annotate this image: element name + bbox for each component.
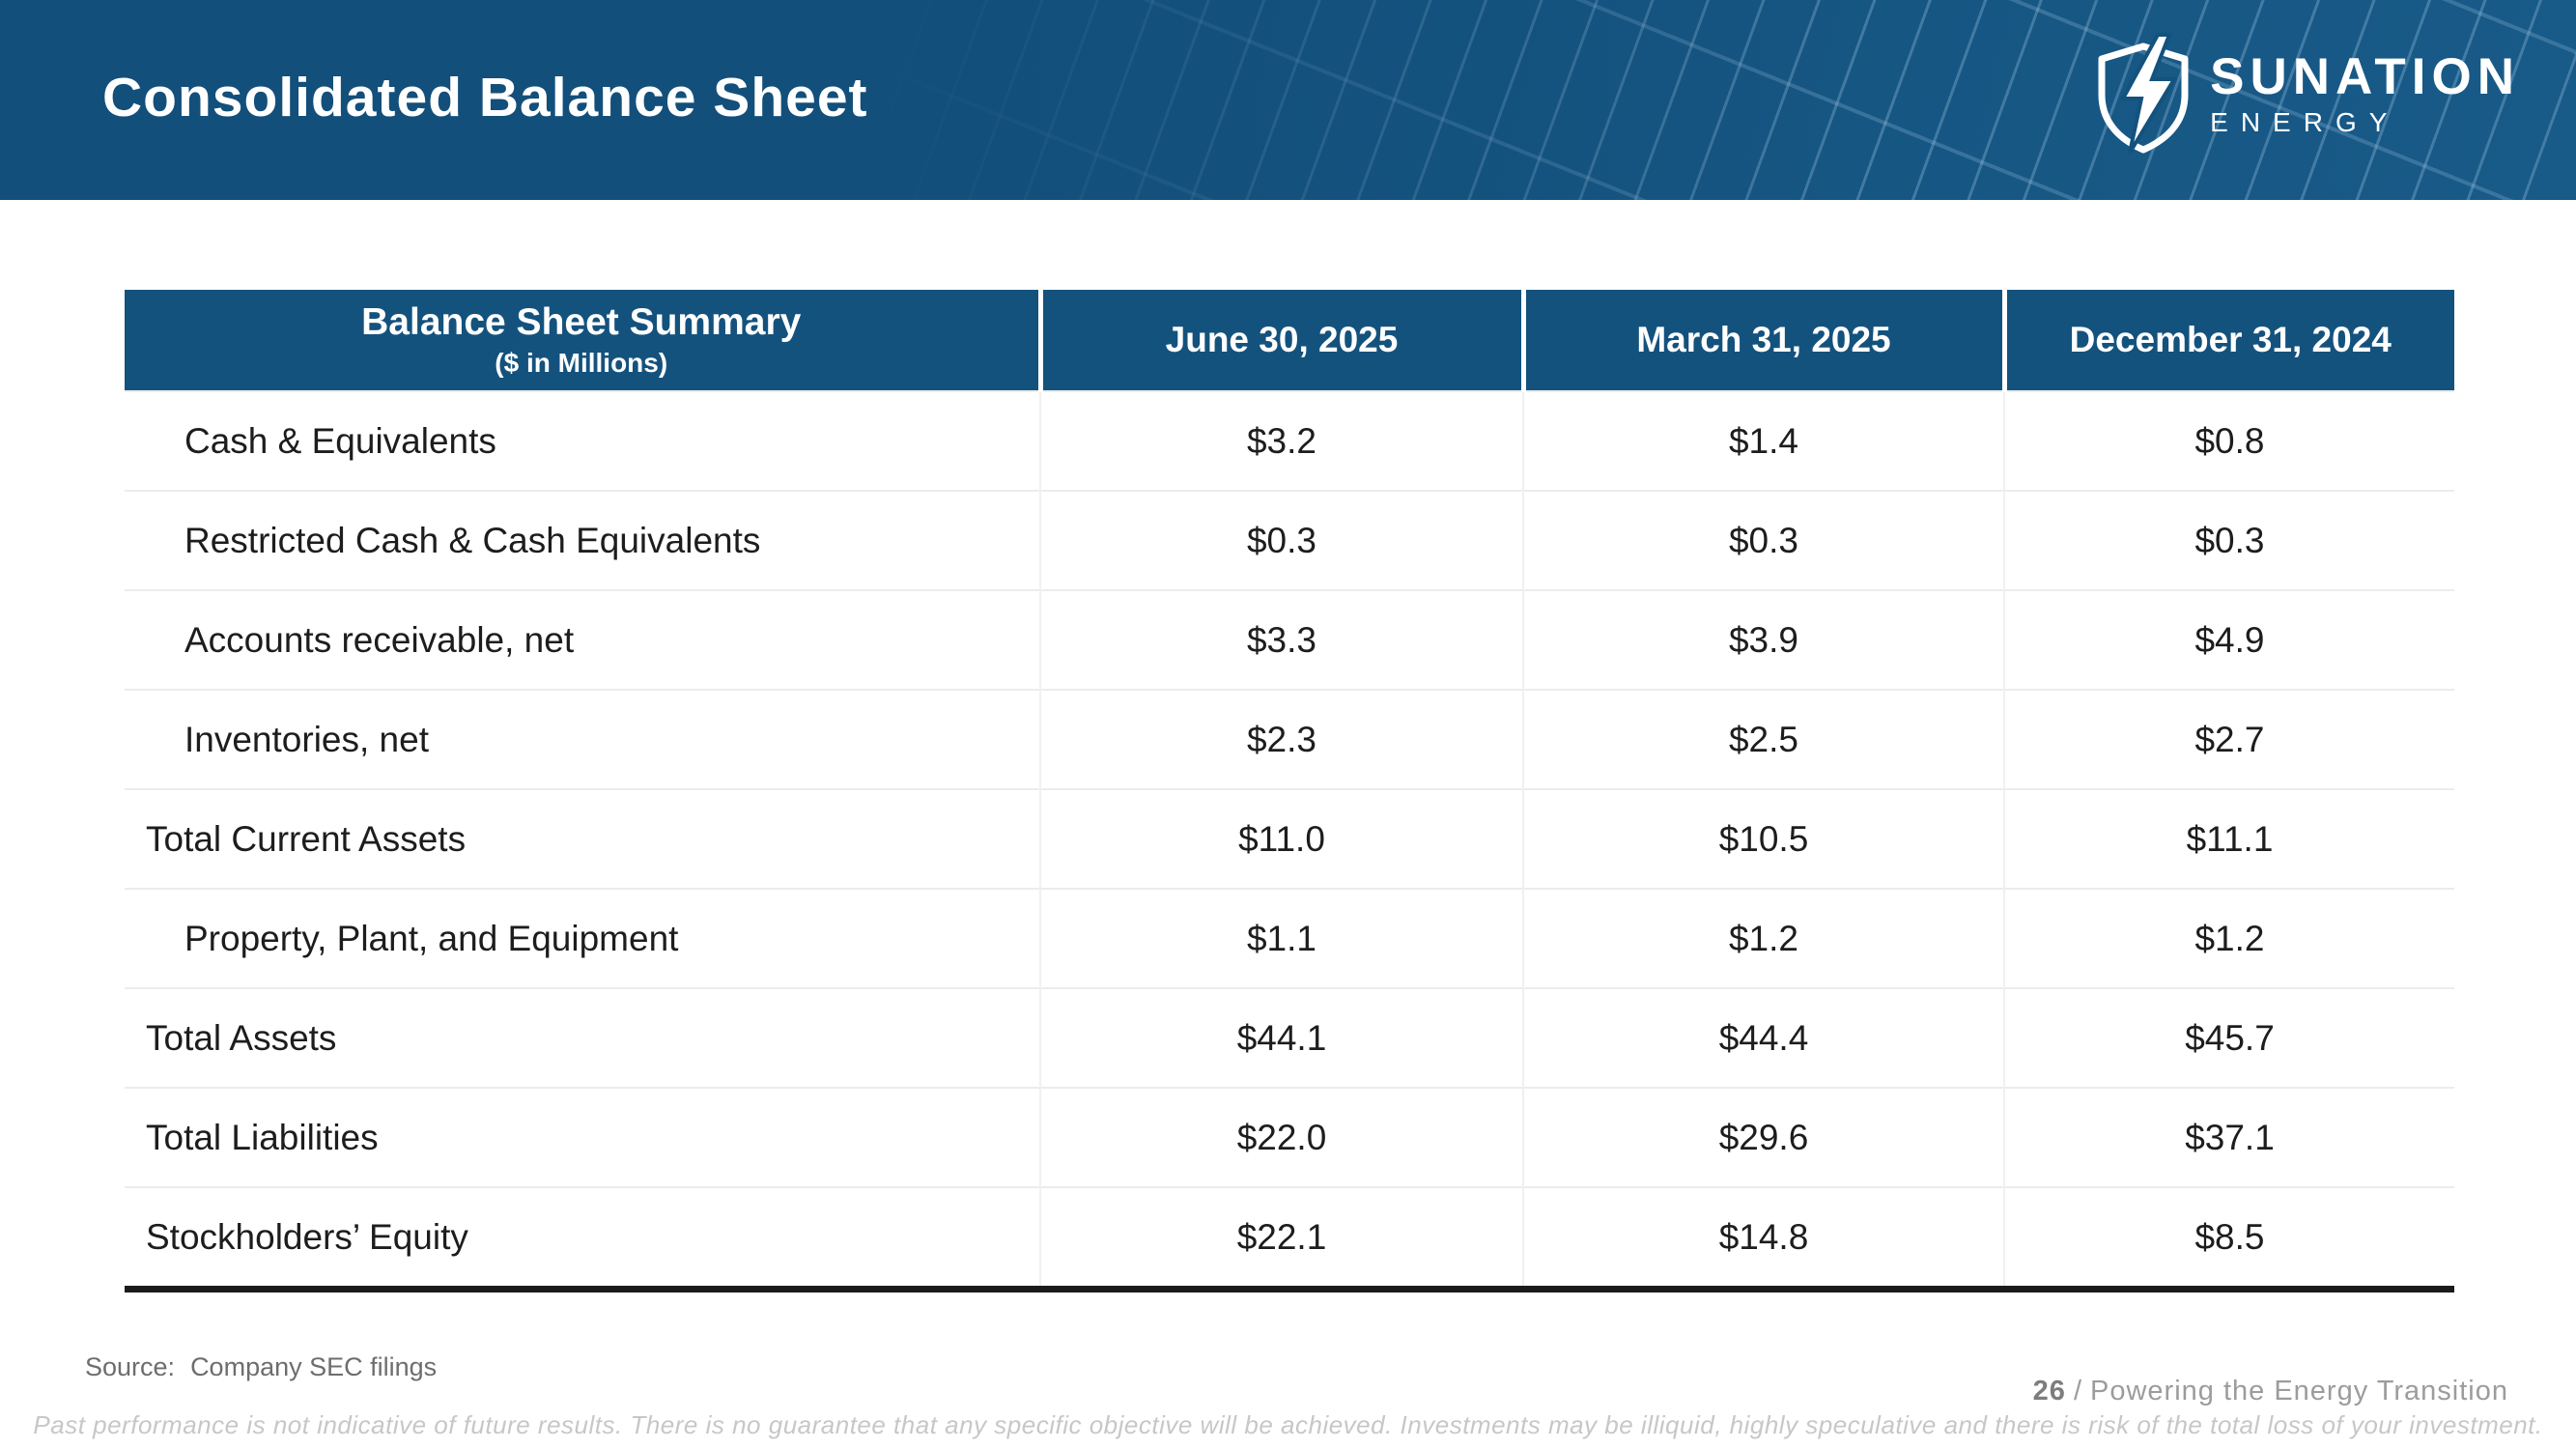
column-header-march-31-2025: March 31, 2025 (1520, 290, 2004, 391)
row-value: $2.5 (1522, 689, 2004, 789)
row-value: $8.5 (2003, 1186, 2454, 1293)
shield-lightning-icon (2098, 33, 2189, 155)
row-label: Restricted Cash & Cash Equivalents (125, 490, 1040, 590)
row-value: $0.3 (1039, 490, 1523, 590)
row-value: $0.8 (2003, 390, 2454, 491)
row-value: $3.3 (1039, 589, 1523, 690)
row-value: $22.0 (1039, 1087, 1523, 1187)
page-tagline: Powering the Energy Transition (2090, 1376, 2508, 1406)
row-value: $14.8 (1522, 1186, 2004, 1293)
table-row: Restricted Cash & Cash Equivalents $0.3 … (125, 490, 2454, 590)
row-value: $1.1 (1039, 888, 1523, 988)
row-value: $0.3 (2003, 490, 2454, 590)
table-header-row: Balance Sheet Summary ($ in Millions) Ju… (125, 290, 2454, 391)
row-label: Accounts receivable, net (125, 589, 1040, 690)
row-label: Total Current Assets (125, 788, 1040, 889)
header-summary-cell: Balance Sheet Summary ($ in Millions) (125, 290, 1040, 391)
row-value: $3.9 (1522, 589, 2004, 690)
row-value: $44.4 (1522, 987, 2004, 1088)
page-footer: 26/ Powering the Energy Transition (2033, 1376, 2508, 1407)
source-note: Source: Company SEC filings (85, 1352, 437, 1382)
page-title: Consolidated Balance Sheet (102, 67, 868, 128)
disclaimer-text: Past performance is not indicative of fu… (33, 1410, 2543, 1439)
row-label: Cash & Equivalents (125, 390, 1040, 491)
row-value: $1.2 (1522, 888, 2004, 988)
row-value: $3.2 (1039, 390, 1523, 491)
page-number: 26 (2032, 1376, 2066, 1406)
row-value: $1.4 (1522, 390, 2004, 491)
table-row: Stockholders’ Equity $22.1 $14.8 $8.5 (125, 1186, 2454, 1293)
row-label: Total Liabilities (125, 1087, 1040, 1187)
table-row: Property, Plant, and Equipment $1.1 $1.2… (125, 888, 2454, 988)
row-value: $37.1 (2003, 1087, 2454, 1187)
source-value: Company SEC filings (190, 1352, 438, 1381)
source-label: Source: (85, 1352, 176, 1381)
row-value: $10.5 (1522, 788, 2004, 889)
row-value: $11.0 (1039, 788, 1523, 889)
table-row: Total Assets $44.1 $44.4 $45.7 (125, 987, 2454, 1088)
row-label: Inventories, net (125, 689, 1040, 789)
row-value: $4.9 (2003, 589, 2454, 690)
table-row: Cash & Equivalents $3.2 $1.4 $0.8 (125, 390, 2454, 491)
row-value: $2.3 (1039, 689, 1523, 789)
row-value: $29.6 (1522, 1087, 2004, 1187)
column-header-december-31-2024: December 31, 2024 (2001, 290, 2454, 391)
row-value: $2.7 (2003, 689, 2454, 789)
row-value: $45.7 (2003, 987, 2454, 1088)
column-header-june-30-2025: June 30, 2025 (1037, 290, 1523, 391)
page-separator: / (2073, 1376, 2082, 1406)
company-logo: SUNATION ENERGY (2094, 33, 2520, 155)
table-subtitle: ($ in Millions) (495, 347, 668, 378)
logo-name: SUNATION (2210, 48, 2520, 105)
table-row: Inventories, net $2.3 $2.5 $2.7 (125, 689, 2454, 789)
row-value: $1.2 (2003, 888, 2454, 988)
table-title: Balance Sheet Summary (361, 300, 802, 343)
balance-sheet-table: Balance Sheet Summary ($ in Millions) Ju… (125, 290, 2454, 1293)
row-label: Total Assets (125, 987, 1040, 1088)
logo-text: SUNATION ENERGY (2210, 51, 2520, 136)
row-label: Stockholders’ Equity (125, 1186, 1040, 1293)
row-value: $44.1 (1039, 987, 1523, 1088)
row-label: Property, Plant, and Equipment (125, 888, 1040, 988)
table-row: Total Current Assets $11.0 $10.5 $11.1 (125, 788, 2454, 889)
row-value: $11.1 (2003, 788, 2454, 889)
logo-subname: ENERGY (2210, 107, 2400, 137)
row-value: $22.1 (1039, 1186, 1523, 1293)
table-row: Total Liabilities $22.0 $29.6 $37.1 (125, 1087, 2454, 1187)
table-row: Accounts receivable, net $3.3 $3.9 $4.9 (125, 589, 2454, 690)
row-value: $0.3 (1522, 490, 2004, 590)
